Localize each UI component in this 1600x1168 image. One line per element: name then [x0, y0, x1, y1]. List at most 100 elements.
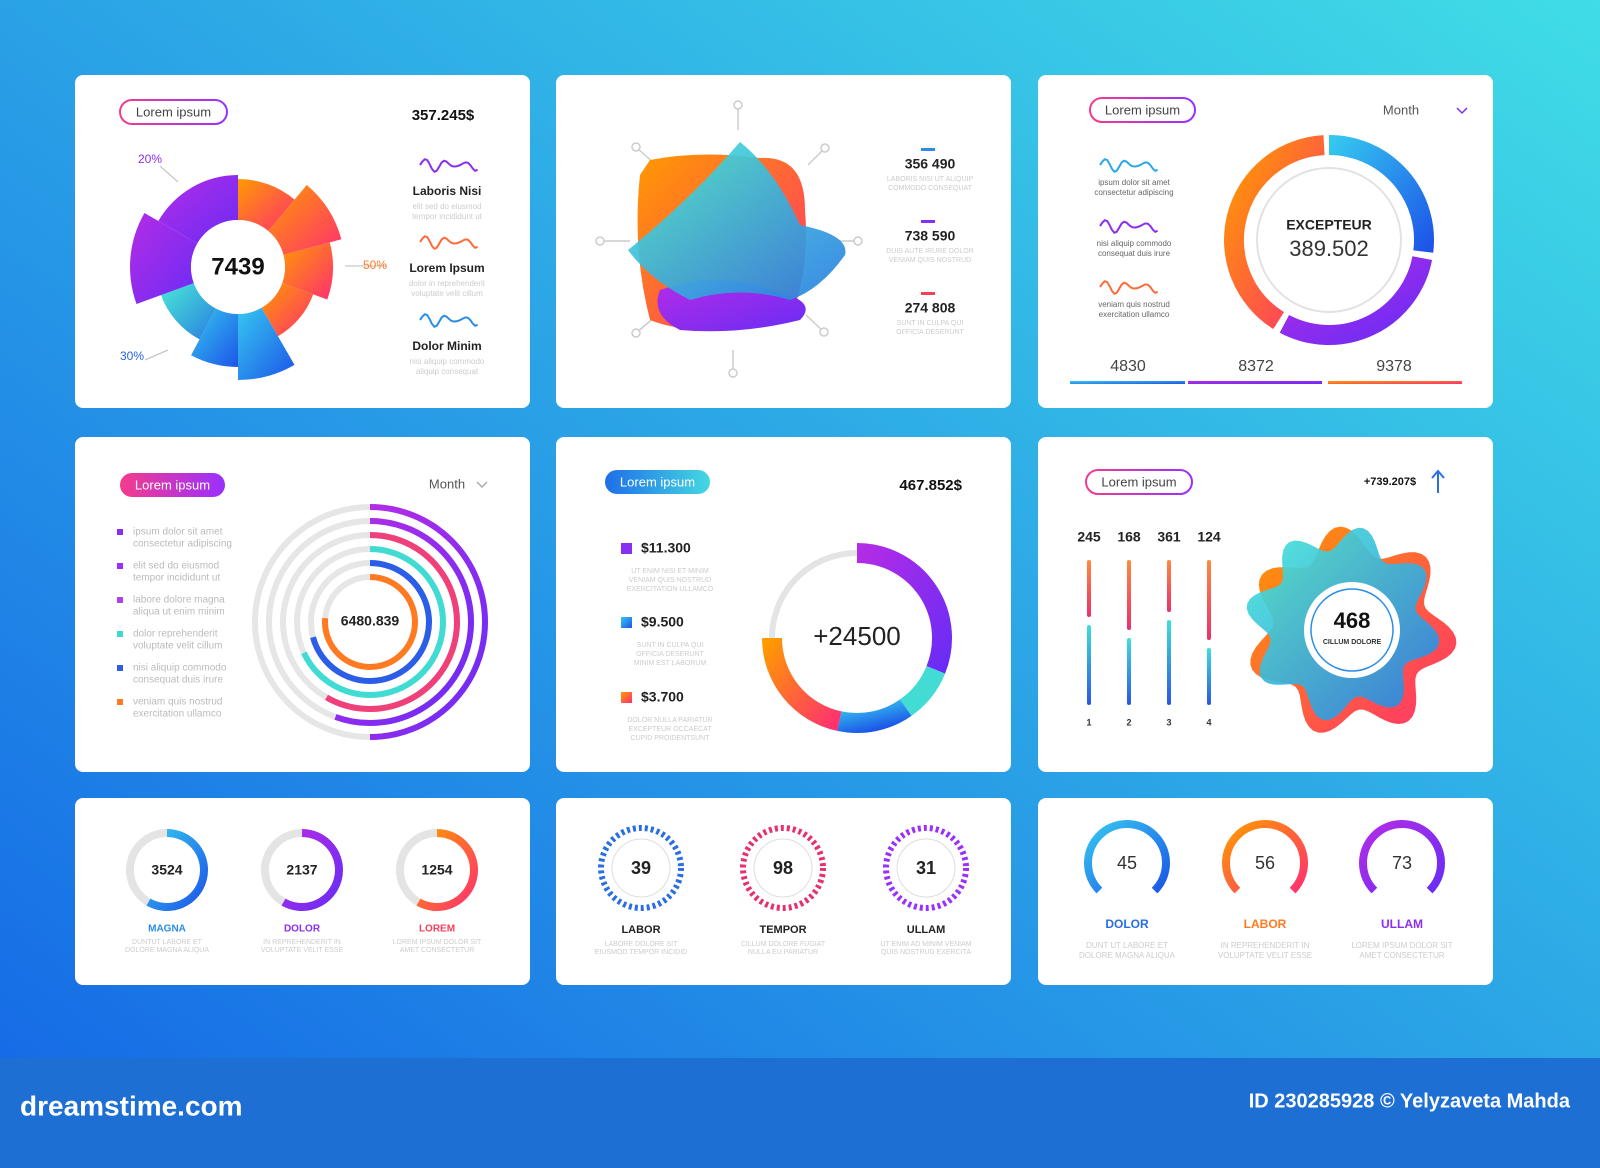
- period: Month: [429, 476, 465, 491]
- ring-arc: [310, 560, 432, 684]
- value: 356 490: [905, 156, 956, 172]
- value: 2137: [286, 862, 317, 878]
- blob: [628, 142, 846, 300]
- donut-arc: [856, 543, 952, 674]
- gauge-arc: [1359, 820, 1445, 894]
- legend: voluptate velit cillum: [133, 641, 222, 652]
- label: MAGNA: [148, 924, 186, 935]
- lines: VOLUPTATE VELIT ESSE: [1218, 951, 1312, 960]
- indexes: 3: [1166, 717, 1171, 727]
- value: $11.300: [641, 540, 691, 556]
- value: $3.700: [641, 689, 684, 705]
- donut-arc: [1224, 135, 1325, 330]
- sparkline: [1099, 219, 1158, 234]
- tag: Lorem ipsum: [1101, 474, 1176, 489]
- leader: [144, 349, 169, 361]
- value: 45: [1117, 853, 1137, 873]
- total: 467.852$: [899, 477, 962, 494]
- bar-bottom: [1207, 648, 1211, 705]
- lines: VENIAM QUIS NOSTRUD: [629, 577, 711, 584]
- stats: 4830: [1110, 358, 1146, 375]
- inner-ring: [896, 838, 956, 898]
- legend: ipsum dolor sit amet: [133, 527, 223, 538]
- value: $9.500: [641, 614, 684, 630]
- lines: DOLORE MAGNA ALIQUA: [1079, 951, 1176, 960]
- lines: SUNT IN CULPA QUI: [637, 642, 704, 649]
- lines: DUNT UT LABORE ET: [1086, 941, 1168, 950]
- label: LABOR: [1244, 917, 1287, 931]
- period: Month: [1383, 102, 1419, 117]
- center-disc: [191, 220, 285, 314]
- bar-bottom: [1167, 620, 1171, 705]
- node: [853, 236, 863, 246]
- tag-pill: [1085, 469, 1193, 495]
- indexes: 2: [1126, 717, 1131, 727]
- legend: tempor incididunt ut: [133, 573, 220, 584]
- sparkline: [419, 235, 478, 250]
- lines: OFFICIA DESERUNT: [636, 651, 704, 658]
- lines: CUPID PROIDENTSUNT: [631, 735, 711, 742]
- ring-arc: [416, 829, 478, 911]
- legend: consectetur adipiscing: [133, 539, 232, 550]
- indexes: 1: [1086, 717, 1091, 727]
- label: ULLAM: [1381, 917, 1423, 931]
- tag: Lorem ipsum: [1105, 102, 1180, 117]
- label: ULLAM: [907, 924, 946, 936]
- donut-arc: [899, 665, 946, 716]
- marker: [921, 148, 935, 151]
- inner-ring: [611, 838, 671, 898]
- dotted-ring: [883, 825, 969, 911]
- petal: [268, 185, 342, 255]
- dotted-ring: [740, 825, 826, 911]
- center: 7439: [211, 253, 264, 280]
- value: 1254: [421, 862, 452, 878]
- lines: COMMODO CONSEQUAT: [888, 185, 973, 192]
- lines: IN REPREHENDERIT IN: [263, 939, 341, 946]
- bars: 245: [1077, 529, 1101, 545]
- lines: AMET CONSECTETUR: [400, 947, 475, 954]
- shares: 30%: [120, 349, 144, 363]
- inner-ring: [1256, 167, 1402, 313]
- card: [75, 798, 530, 985]
- card: [75, 437, 530, 772]
- label: TEMPOR: [759, 924, 806, 936]
- lines: QUIS NOSTRUD EXERCITA: [881, 949, 971, 956]
- petal: [238, 179, 295, 231]
- lines: DUIS AUTE IRURE DOLOR: [886, 248, 974, 255]
- dotted-ring: [598, 825, 684, 911]
- stat-bar: [1328, 381, 1462, 384]
- lines: EXCEPTEUR OCCAECAT: [628, 726, 712, 733]
- stat-bar: [1188, 381, 1322, 384]
- lines: EIUSMOD TEMPOR INCIDID: [595, 949, 687, 956]
- tag-pill: [119, 99, 228, 125]
- node: [631, 328, 641, 338]
- petal: [238, 307, 295, 380]
- footer-band: [0, 1058, 1600, 1168]
- notes: exercitation ullamco: [1099, 310, 1170, 319]
- leader: [159, 165, 179, 183]
- value: 468: [1334, 608, 1371, 633]
- lines: LOREM IPSUM DOLOR SIT: [1351, 941, 1452, 950]
- tag: Lorem ipsum: [135, 477, 210, 492]
- center-disc: [1304, 582, 1400, 678]
- chevron: [476, 481, 488, 489]
- item-swatch: [621, 543, 632, 554]
- item-swatch: [621, 692, 632, 703]
- lines: SUNT IN CULPA QUI: [897, 320, 964, 327]
- tag: Lorem ipsum: [620, 474, 695, 489]
- tag-pill: [1089, 97, 1196, 123]
- notes: veniam quis nostrud: [1098, 300, 1170, 309]
- donut-arc: [837, 699, 912, 733]
- value: 39: [631, 858, 651, 878]
- center: 6480.839: [341, 613, 400, 629]
- legend: exercitation ullamco: [133, 709, 222, 720]
- value: 73: [1392, 853, 1412, 873]
- lines: VOLUPTATE VELIT ESSE: [261, 947, 344, 954]
- site: dreamstime.com: [20, 1090, 243, 1121]
- sparkline: [419, 158, 478, 173]
- lines: LABORE DOLORE SIT: [605, 941, 678, 948]
- lines: voluptate velit cillum: [411, 289, 483, 298]
- bar-top: [1207, 560, 1211, 640]
- value: 389.502: [1289, 236, 1369, 261]
- node: [819, 327, 829, 337]
